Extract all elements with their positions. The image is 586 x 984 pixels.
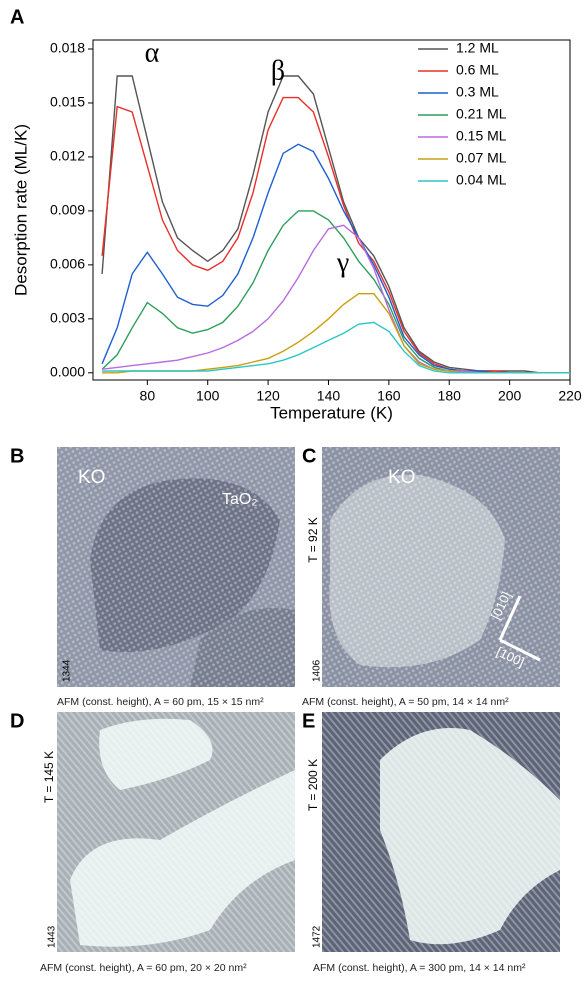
legend-label: 1.2 ML: [456, 40, 499, 56]
y-tick-label: 0.000: [50, 364, 85, 380]
afm-lattice: [57, 712, 295, 952]
legend-label: 0.15 ML: [456, 128, 507, 144]
y-tick-label: 0.003: [50, 310, 85, 326]
panel-c: C KO [010] [100] T = 92 K 1406 AFM (cons…: [302, 445, 560, 708]
image-id: 1443: [47, 925, 58, 948]
x-tick-label: 160: [377, 388, 401, 404]
image-label: KO: [78, 467, 105, 488]
panel-d: D T = 145 K 1443 AFM (const. height), A …: [10, 710, 295, 974]
x-tick-label: 80: [140, 388, 156, 404]
x-tick-label: 180: [438, 388, 462, 404]
temperature: T = 92 K: [306, 517, 320, 562]
caption: AFM (const. height), A = 60 pm, 15 × 15 …: [57, 696, 264, 708]
y-tick-label: 0.012: [50, 148, 85, 164]
legend-label: 0.04 ML: [456, 172, 507, 188]
afm-lattice: [322, 447, 560, 687]
x-tick-label: 140: [317, 388, 341, 404]
arrow: [499, 638, 541, 662]
peak-label: α: [145, 37, 160, 68]
panel-label: A: [10, 6, 24, 28]
image-label: TaO₂: [222, 491, 258, 508]
image-id: 1472: [312, 925, 323, 948]
x-tick-label: 220: [558, 388, 582, 404]
caption: AFM (const. height), A = 300 pm, 14 × 14…: [313, 962, 526, 974]
panel-label: E: [302, 710, 315, 732]
series-line: [101, 96, 570, 374]
x-tick-label: 100: [196, 388, 220, 404]
panel-label: D: [10, 710, 24, 732]
peak-label: β: [271, 55, 285, 86]
y-tick-label: 0.006: [50, 256, 85, 272]
caption: AFM (const. height), A = 60 pm, 20 × 20 …: [40, 962, 247, 974]
plot-frame: [92, 39, 571, 381]
legend-label: 0.21 ML: [456, 106, 507, 122]
x-axis-label: Temperature (K): [270, 403, 393, 422]
caption: AFM (const. height), A = 50 pm, 14 × 14 …: [302, 696, 509, 708]
panel-b: B KO TaO₂ 1344 AFM (const. height), A = …: [10, 445, 295, 708]
afm-lattice: [57, 447, 295, 687]
y-tick-label: 0.009: [50, 202, 85, 218]
legend-label: 0.3 ML: [456, 84, 499, 100]
panel-label: B: [10, 445, 24, 467]
image-id: 1406: [312, 659, 323, 682]
panel-e: E T = 200 K 1472 AFM (const. height), A …: [302, 710, 560, 974]
legend-label: 0.07 ML: [456, 150, 507, 166]
y-tick-label: 0.018: [50, 40, 85, 56]
temperature: T = 145 K: [42, 751, 56, 803]
afm-lattice: [322, 712, 560, 952]
image-label: KO: [388, 467, 415, 488]
y-axis-label: Desorption rate (ML/K): [11, 124, 30, 296]
legend-label: 0.6 ML: [456, 62, 499, 78]
series-line: [101, 210, 570, 374]
x-tick-label: 200: [498, 388, 522, 404]
peak-label: γ: [336, 247, 349, 278]
arrow: [498, 595, 522, 641]
x-tick-label: 120: [256, 388, 280, 404]
image-id: 1344: [62, 659, 73, 682]
temperature: T = 200 K: [306, 759, 320, 811]
series-line: [102, 321, 570, 374]
y-tick-label: 0.015: [50, 94, 85, 110]
panel-label: C: [302, 445, 316, 467]
chart-a: A 0.000 0.003 0.006 0.009 0.012 0.015 0.018 80 10…: [10, 6, 582, 422]
